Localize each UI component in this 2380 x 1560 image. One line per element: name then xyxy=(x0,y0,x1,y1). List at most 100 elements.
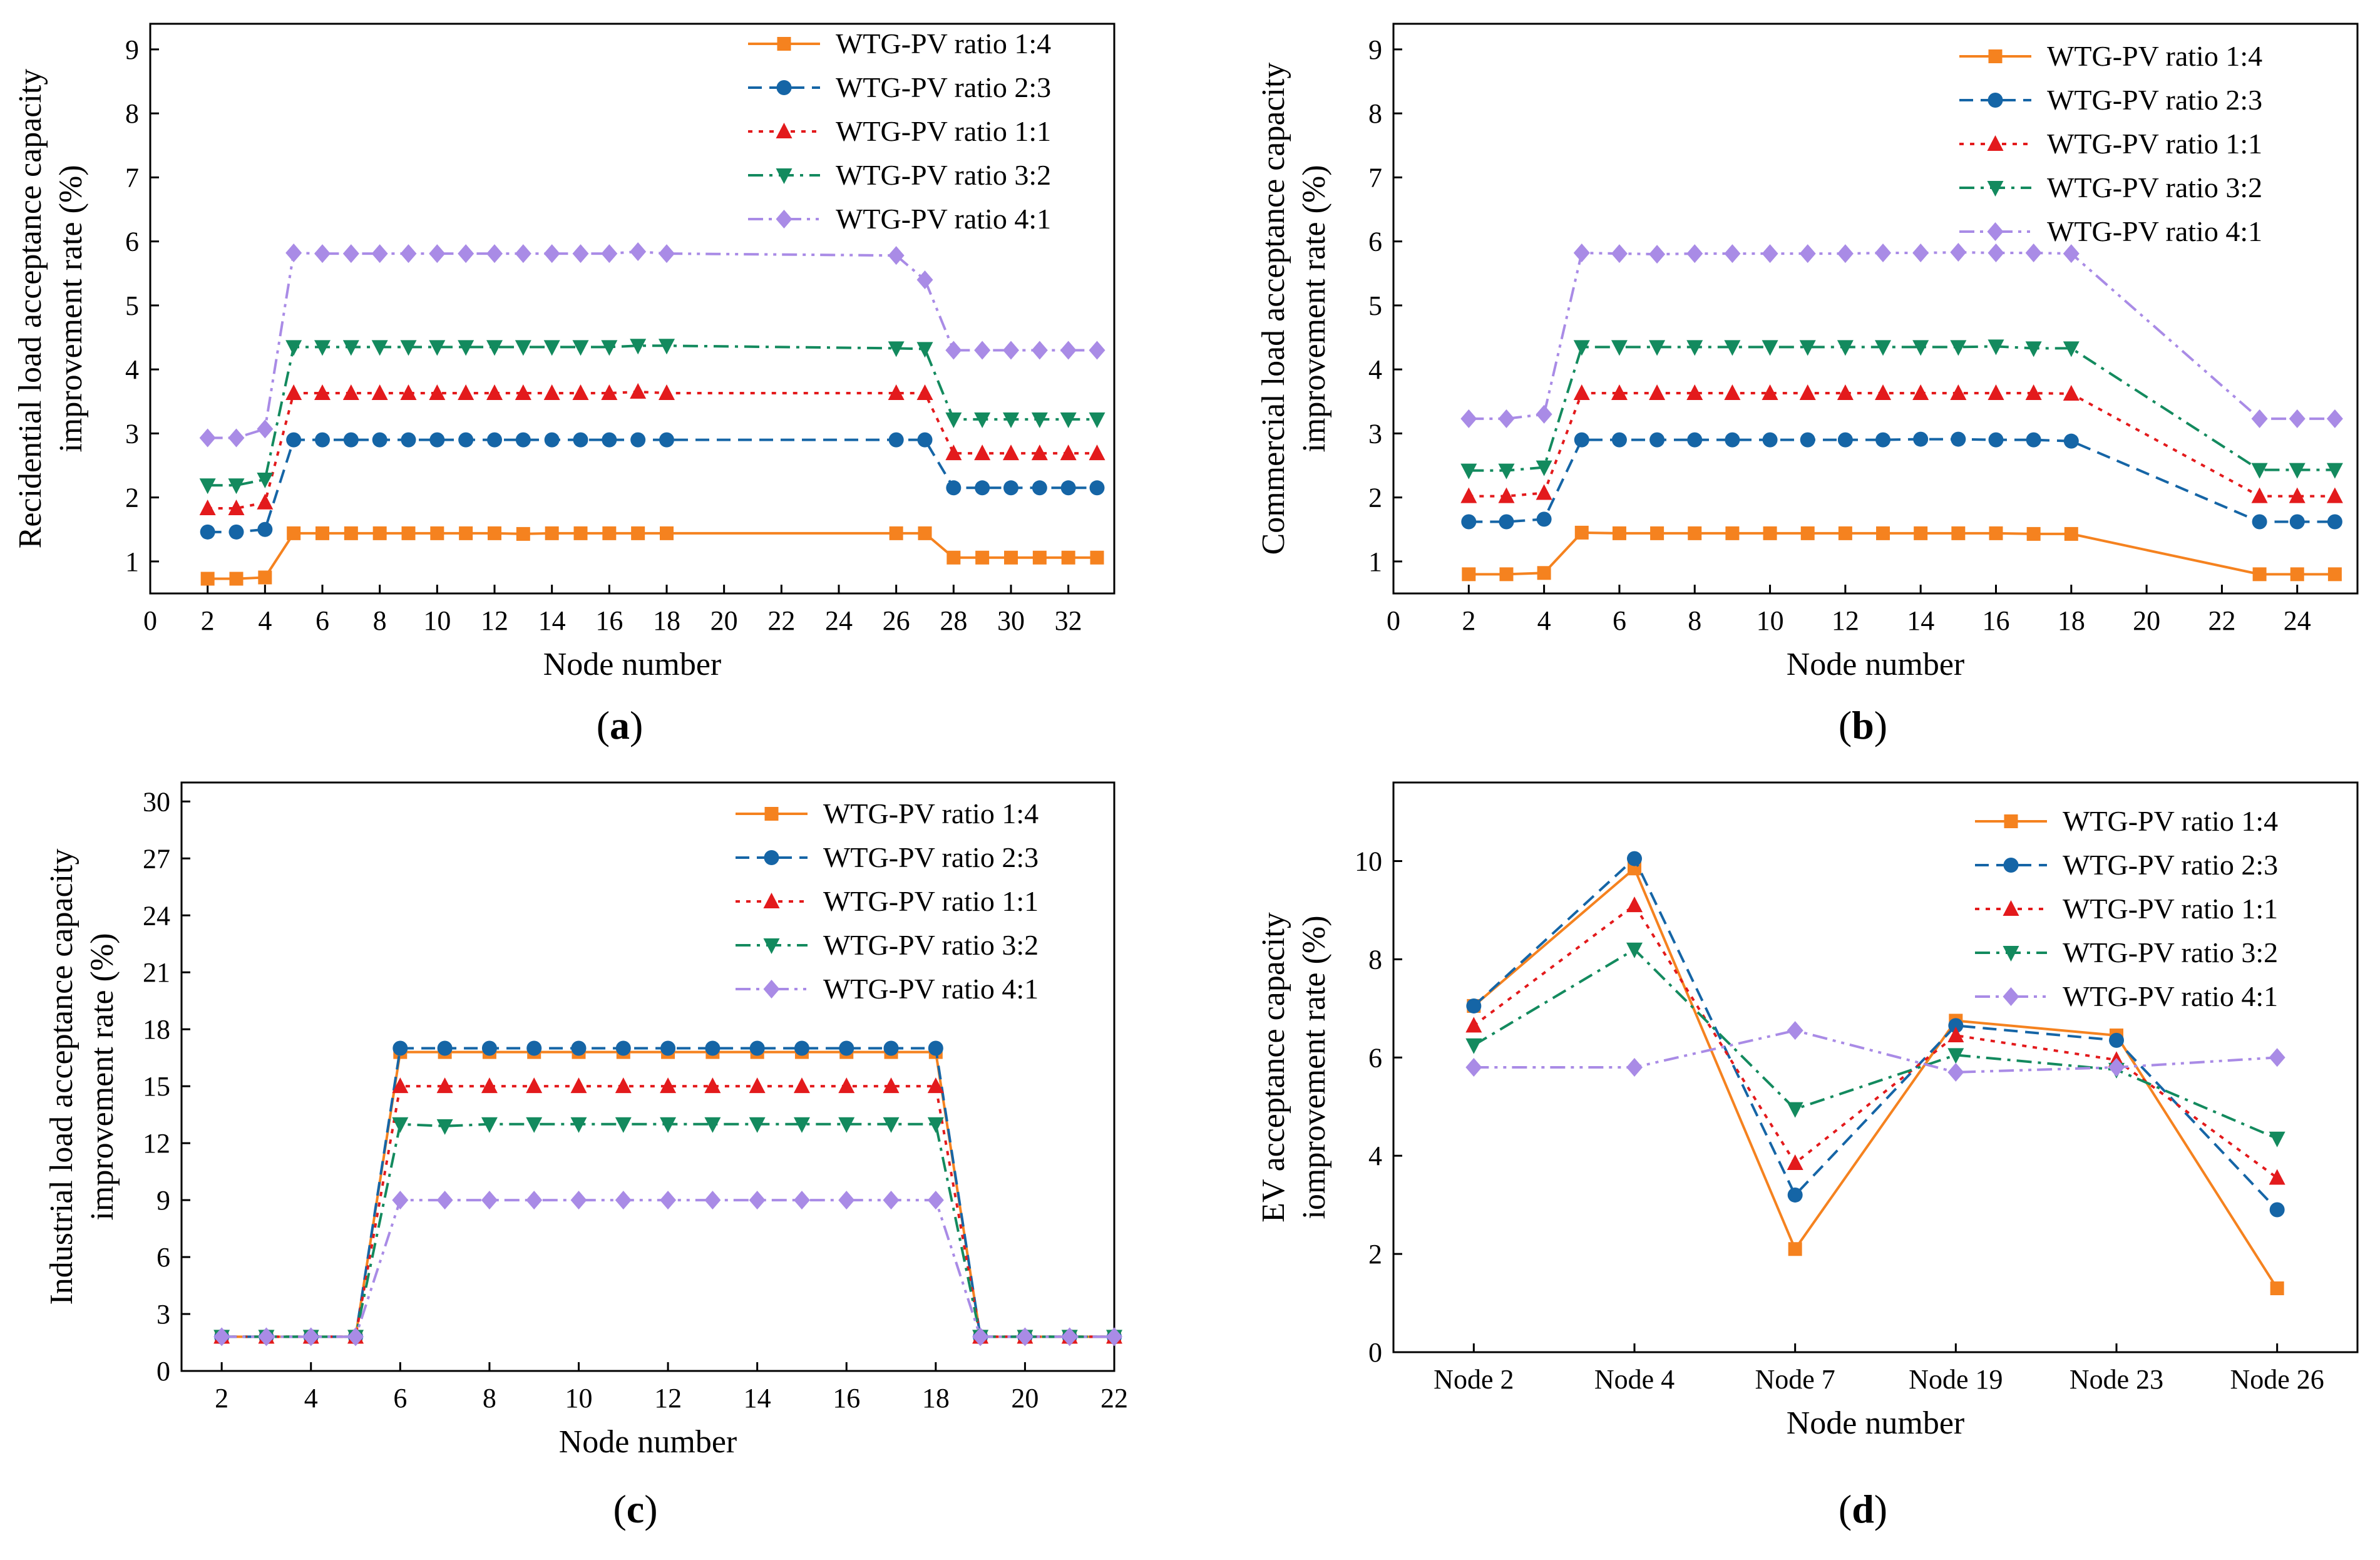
data-point xyxy=(1003,480,1018,496)
x-tick-label: 2 xyxy=(1462,605,1475,636)
data-point xyxy=(342,384,359,400)
y-tick-label: 9 xyxy=(1368,34,1382,65)
data-point xyxy=(199,478,216,495)
data-point xyxy=(436,1077,453,1094)
x-tick-label: 22 xyxy=(2208,605,2235,636)
data-point xyxy=(1988,384,2004,400)
data-point xyxy=(704,1191,721,1210)
legend-marker xyxy=(776,168,792,184)
x-tick-label: 20 xyxy=(1011,1383,1039,1414)
y-axis-title-line: Industrial load acceptance capacity xyxy=(44,848,80,1305)
legend-marker xyxy=(764,807,779,821)
data-point xyxy=(1725,432,1740,448)
data-point xyxy=(1686,384,1703,400)
data-point xyxy=(2026,432,2041,448)
data-point xyxy=(1461,514,1477,530)
data-point xyxy=(1837,244,1854,264)
data-point xyxy=(1627,851,1642,866)
x-tick-label: 12 xyxy=(654,1383,682,1414)
data-point xyxy=(1875,384,1892,400)
data-point xyxy=(602,526,617,540)
data-point xyxy=(572,244,589,264)
series-line xyxy=(207,344,1097,487)
y-axis-title-line: Commercial load acceptance capacity xyxy=(1256,63,1291,555)
data-point xyxy=(1914,526,1928,540)
y-tick-label: 2 xyxy=(1368,483,1382,513)
data-point xyxy=(1787,1187,1803,1203)
series-4 xyxy=(199,339,1105,495)
data-point xyxy=(213,1327,230,1347)
data-point xyxy=(839,1040,854,1056)
data-point xyxy=(1536,404,1552,424)
y-axis-title-line: improvement rate (%) xyxy=(53,165,89,452)
y-tick-label: 4 xyxy=(1368,1141,1382,1171)
y-tick-label: 2 xyxy=(125,483,139,513)
data-point xyxy=(975,550,990,565)
data-point xyxy=(927,1117,944,1133)
x-axis-title: Node number xyxy=(1787,647,1964,682)
data-point xyxy=(1950,243,1967,262)
x-tick-label: Node 19 xyxy=(1909,1364,2003,1395)
data-point xyxy=(2270,1281,2284,1296)
legend-marker xyxy=(2003,858,2019,873)
data-point xyxy=(660,526,674,540)
data-point xyxy=(570,1117,587,1133)
legend-marker xyxy=(2003,987,2019,1006)
data-point xyxy=(2289,487,2306,503)
legend-marker xyxy=(763,893,780,908)
data-point xyxy=(601,244,618,264)
series-2 xyxy=(1466,851,2285,1218)
plot-frame xyxy=(1392,23,2359,595)
data-point xyxy=(229,572,244,586)
data-point xyxy=(400,384,417,400)
legend-label: WTG-PV ratio 1:1 xyxy=(836,115,1051,147)
data-point xyxy=(1032,480,1047,496)
data-point xyxy=(1649,384,1666,400)
data-point xyxy=(315,432,330,448)
y-tick-label: 12 xyxy=(143,1128,170,1159)
data-point xyxy=(570,1077,587,1094)
x-tick-label: 6 xyxy=(393,1383,407,1414)
y-tick-label: 1 xyxy=(1368,547,1382,577)
data-point xyxy=(928,1040,943,1056)
data-point xyxy=(487,432,502,448)
data-point xyxy=(659,384,675,400)
data-point xyxy=(927,1077,944,1094)
data-point xyxy=(883,1117,900,1133)
data-point xyxy=(794,1040,809,1056)
data-point xyxy=(1004,550,1018,565)
data-point xyxy=(572,384,589,400)
data-point xyxy=(2251,463,2268,479)
legend-label: WTG-PV ratio 3:2 xyxy=(2047,172,2262,203)
data-point xyxy=(486,340,503,356)
x-tick-label: 18 xyxy=(653,605,680,636)
x-tick-label: 4 xyxy=(258,605,272,636)
data-point xyxy=(526,1077,543,1094)
x-tick-label: 4 xyxy=(304,1383,318,1414)
data-point xyxy=(1460,487,1477,503)
data-point xyxy=(481,1117,498,1133)
data-point xyxy=(2327,514,2342,530)
series-line xyxy=(1472,856,2279,1211)
data-point xyxy=(1951,526,1966,540)
data-point xyxy=(1612,526,1626,540)
panel-label-close: ) xyxy=(644,1487,657,1531)
data-point xyxy=(437,1040,453,1056)
data-point xyxy=(1466,998,1482,1013)
y-tick-label: 9 xyxy=(125,34,139,65)
data-point xyxy=(1536,484,1552,500)
data-point xyxy=(228,478,245,495)
data-point xyxy=(1687,432,1703,448)
y-tick-label: 1 xyxy=(125,547,139,577)
data-point xyxy=(1061,550,1075,565)
x-tick-label: 10 xyxy=(565,1383,592,1414)
data-point xyxy=(888,432,904,448)
data-point xyxy=(630,382,647,399)
data-point xyxy=(344,526,358,540)
data-point xyxy=(1988,339,2004,356)
data-point xyxy=(314,244,331,264)
data-point xyxy=(1989,526,2003,540)
data-point xyxy=(883,1077,900,1094)
